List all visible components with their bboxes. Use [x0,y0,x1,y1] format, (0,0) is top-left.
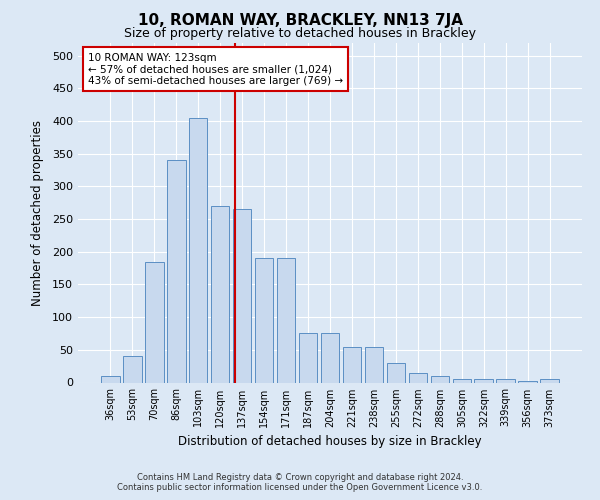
X-axis label: Distribution of detached houses by size in Brackley: Distribution of detached houses by size … [178,435,482,448]
Bar [320,334,340,382]
Bar [431,376,449,382]
Bar [541,379,559,382]
Bar [167,160,185,382]
Bar [409,372,427,382]
Text: Size of property relative to detached houses in Brackley: Size of property relative to detached ho… [124,28,476,40]
Bar [475,379,493,382]
Bar [101,376,119,382]
Bar [189,118,208,382]
Text: Contains HM Land Registry data © Crown copyright and database right 2024.
Contai: Contains HM Land Registry data © Crown c… [118,473,482,492]
Text: 10, ROMAN WAY, BRACKLEY, NN13 7JA: 10, ROMAN WAY, BRACKLEY, NN13 7JA [137,12,463,28]
Bar [211,206,229,382]
Bar [452,379,471,382]
Bar [233,209,251,382]
Bar [343,346,361,382]
Bar [145,262,164,382]
Y-axis label: Number of detached properties: Number of detached properties [31,120,44,306]
Text: 10 ROMAN WAY: 123sqm
← 57% of detached houses are smaller (1,024)
43% of semi-de: 10 ROMAN WAY: 123sqm ← 57% of detached h… [88,52,343,86]
Bar [518,381,537,382]
Bar [365,346,383,382]
Bar [255,258,274,382]
Bar [386,363,405,382]
Bar [299,334,317,382]
Bar [496,379,515,382]
Bar [277,258,295,382]
Bar [123,356,142,382]
